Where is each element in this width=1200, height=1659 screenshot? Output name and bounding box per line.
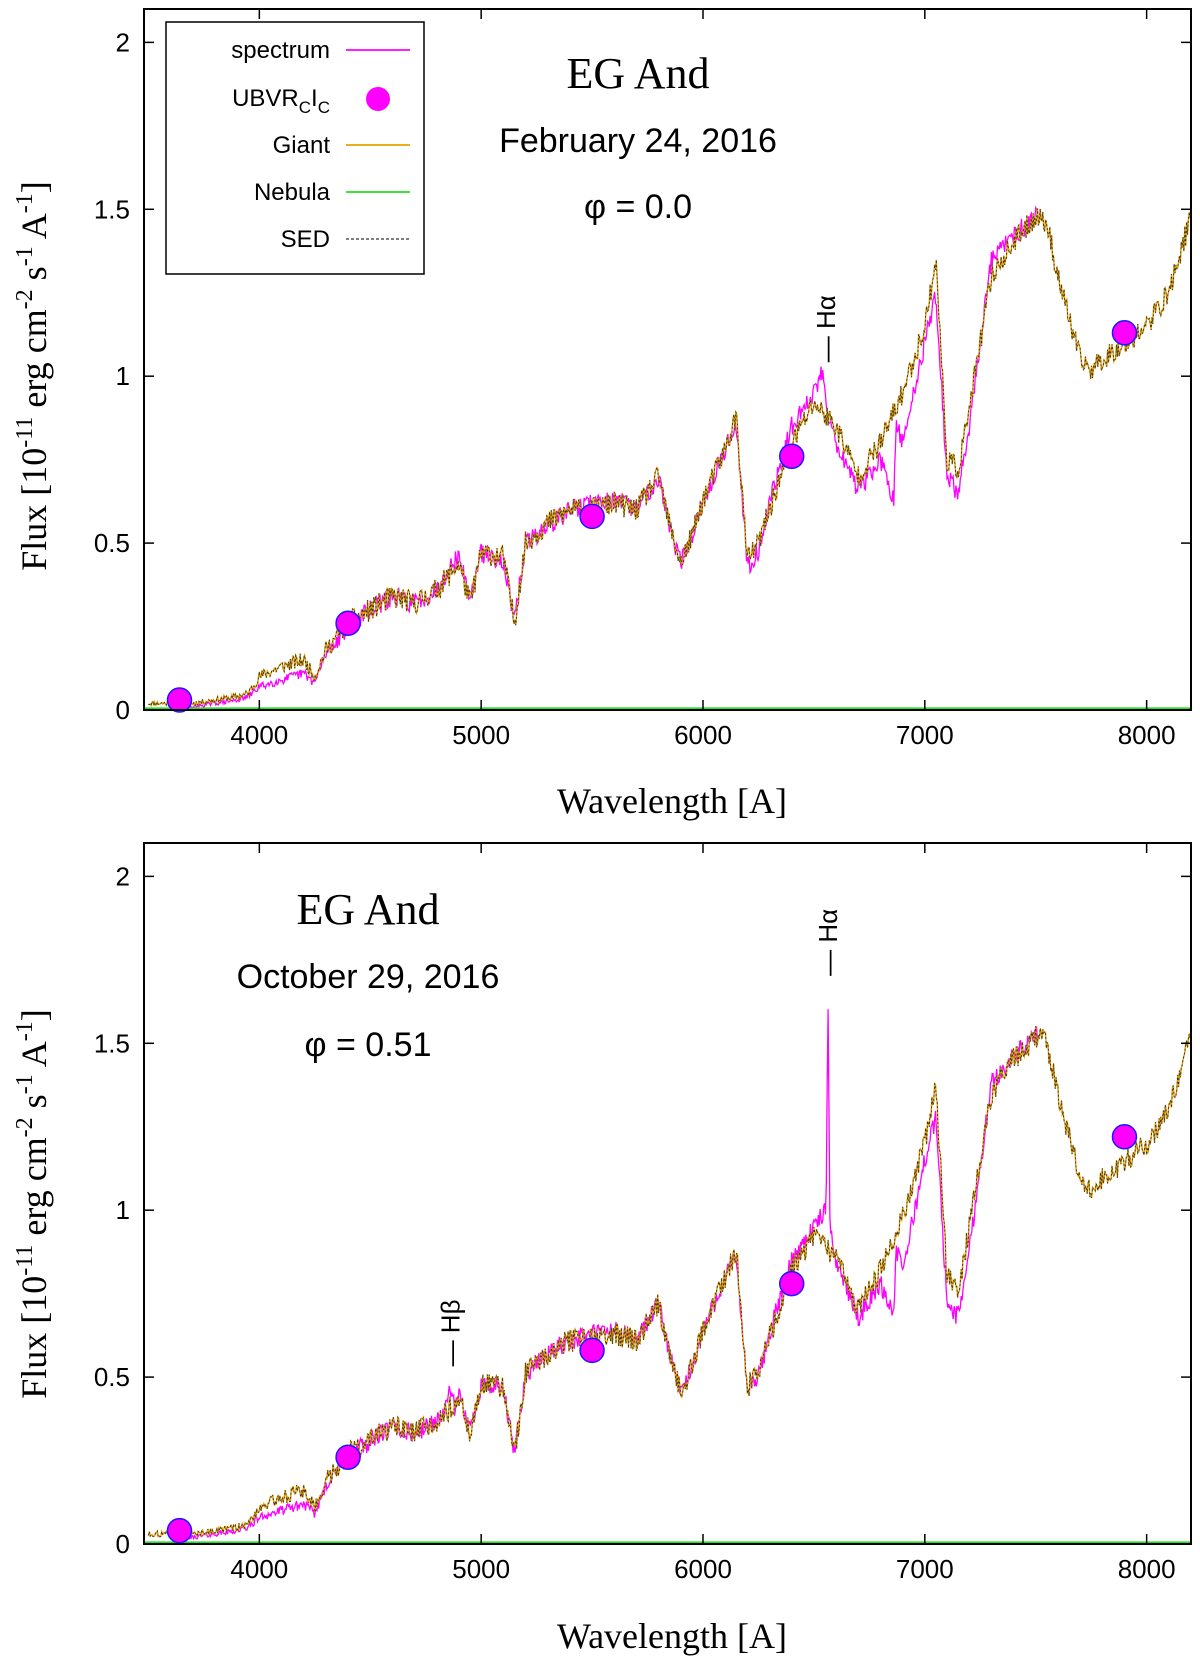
series-giant: [148, 206, 1191, 708]
panel-october: Flux [10-11 erg cm-2 s-1 A-1] Wavelength…: [12, 842, 1192, 1656]
line-labels: — Hα: [811, 295, 841, 362]
annotation-star-name: EG And: [567, 49, 710, 98]
x-tick-label: 8000: [1118, 720, 1176, 750]
photometry-point-B: [335, 610, 361, 636]
photometry-point-V: [579, 503, 605, 530]
y-tick-label: 1: [116, 361, 130, 391]
series-spectrum: [169, 205, 1041, 710]
plot-area: [144, 1009, 1191, 1544]
legend-label-photometry: UBVRCIC: [232, 85, 330, 117]
line-label-0: — Hα: [811, 295, 841, 362]
line-label-text: — Hα: [811, 295, 841, 362]
x-tick-label: 5000: [452, 1554, 510, 1584]
annotation-phase: φ = 0.51: [305, 1026, 432, 1064]
y-tick-label: 0: [116, 695, 130, 725]
y-tick-label: 2: [116, 861, 130, 891]
panel-february: Flux [10-11 erg cm-2 s-1 A-1] Wavelength…: [12, 8, 1192, 821]
line-label-text: — Hβ: [435, 1299, 465, 1366]
series-group: [144, 1009, 1191, 1544]
x-tick-label: 6000: [674, 720, 732, 750]
series-group: [144, 205, 1191, 710]
line-labels: — Hα — Hβ: [435, 909, 843, 1367]
annotation-phase: φ = 0.0: [584, 188, 692, 226]
y-tick-label: 1: [116, 1195, 130, 1225]
x-tick-label: 5000: [452, 720, 510, 750]
legend-box: [165, 21, 425, 275]
photometry-point-U: [166, 1517, 193, 1544]
y-tick-label: 1.5: [94, 1028, 130, 1058]
photometry-point-IC: [1111, 320, 1138, 346]
svg-text:Flux [10-11 erg cm-2 s-1 A-1]: Flux [10-11 erg cm-2 s-1 A-1]: [12, 1009, 54, 1398]
x-tick-label: 6000: [674, 1554, 732, 1584]
x-tick-label: 7000: [896, 720, 954, 750]
y-tick-label: 0.5: [94, 1362, 130, 1392]
line-label-1: — Hβ: [435, 1299, 465, 1366]
plot-frame: [143, 842, 1192, 1545]
y-tick-label: 0.5: [94, 528, 130, 558]
photometry-point-B: [335, 1444, 361, 1470]
series-giant: [147, 1026, 1191, 1539]
plot-area: [144, 205, 1191, 713]
annotation-date: February 24, 2016: [499, 122, 777, 160]
line-label-0: — Hα: [813, 909, 843, 976]
ticks: 4000 5000 6000 7000 8000 0 0.5 1 1.5 2: [94, 9, 1191, 750]
series-sed: [147, 1026, 1191, 1538]
y-tick-label: 2: [116, 27, 130, 57]
ticks: 4000 5000 6000 7000 8000 0 0.5 1 1.5 2: [94, 843, 1191, 1584]
series-sed: [148, 206, 1191, 707]
legend-label-giant: Giant: [273, 132, 331, 159]
photometry-point-RC: [778, 1270, 805, 1297]
photometry-point-RC: [778, 443, 805, 470]
ylabel-exp-1: -11: [12, 417, 38, 448]
photometry-point-V: [579, 1337, 605, 1364]
x-tick-label: 4000: [230, 720, 288, 750]
x-tick-label: 4000: [230, 1554, 288, 1584]
x-axis-label: Wavelength [A]: [557, 1616, 787, 1656]
photometry-point-U: [166, 687, 193, 713]
y-tick-label: 0: [116, 1529, 130, 1559]
photometry-point-IC: [1111, 1124, 1138, 1150]
series-spectrum: [170, 1009, 1041, 1541]
x-tick-label: 8000: [1118, 1554, 1176, 1584]
legend: spectrum UBVRCIC Giant Nebula SED: [165, 21, 425, 275]
x-tick-label: 7000: [896, 1554, 954, 1584]
plot-frame: [143, 8, 1192, 711]
y-axis-label: Flux [10-11 erg cm-2 s-1 A-1]: [12, 1009, 54, 1398]
legend-label-sed: SED: [281, 226, 330, 253]
legend-label-nebula: Nebula: [254, 179, 331, 206]
legend-marker-photometry: [366, 87, 390, 111]
annotation-date: October 29, 2016: [237, 958, 500, 996]
legend-label-spectrum: spectrum: [231, 37, 330, 64]
line-label-text: — Hα: [813, 909, 843, 976]
svg-text:Flux [10-11 erg cm-2 s-1 A-1]: Flux [10-11 erg cm-2 s-1 A-1]: [12, 181, 54, 570]
x-axis-label: Wavelength [A]: [557, 781, 787, 821]
legend-sub-c2: C: [318, 98, 330, 117]
y-tick-label: 1.5: [94, 194, 130, 224]
legend-sub-c1: C: [299, 98, 311, 117]
annotation-star-name: EG And: [297, 885, 440, 934]
y-axis-label: Flux [10-11 erg cm-2 s-1 A-1]: [12, 181, 54, 570]
